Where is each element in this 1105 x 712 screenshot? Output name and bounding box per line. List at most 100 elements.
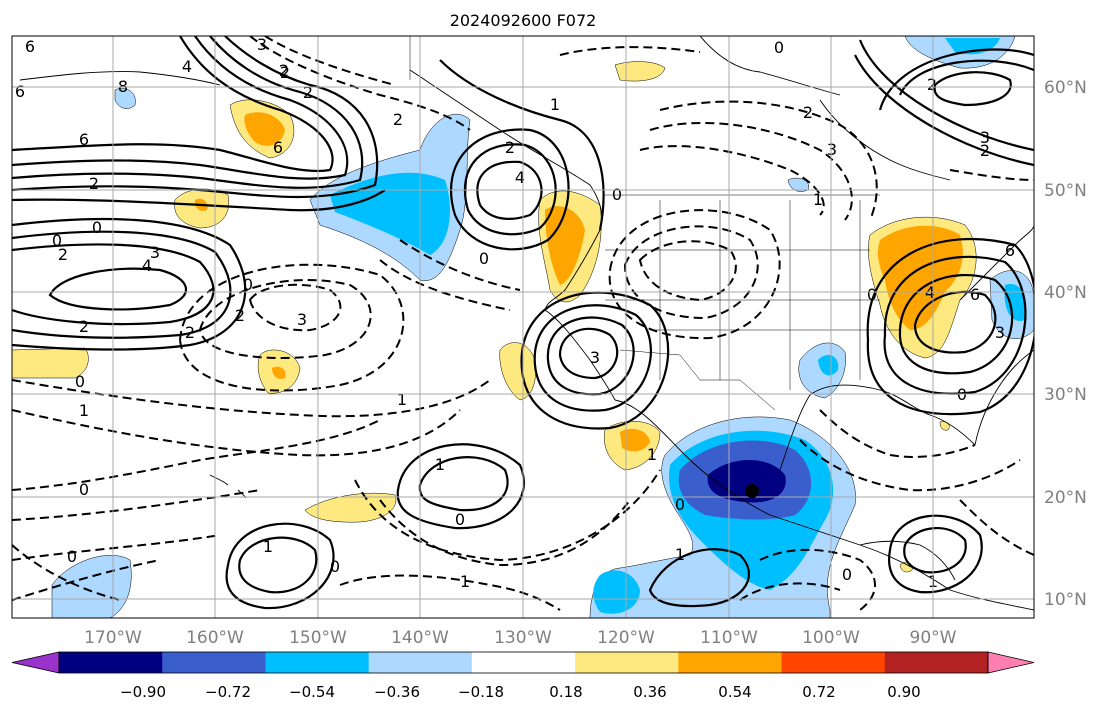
contour-label: 2 (393, 110, 403, 129)
contour-west-high-2 (12, 243, 215, 326)
lat-tick-label: 20°N (1044, 488, 1087, 508)
contour-dashed-13 (399, 239, 521, 291)
contour-topright-high-4 (858, 39, 1034, 152)
lon-tick-label: 110°W (700, 628, 758, 648)
contour-dashed-26 (819, 409, 976, 458)
contour-caribbean-high-2 (888, 514, 983, 594)
contour-label: 0 (675, 495, 685, 514)
shade-pos-central-mid (272, 366, 286, 379)
contour-label: 0 (479, 249, 489, 268)
contour-label: 6 (970, 285, 980, 304)
colorbar-segment (884, 652, 989, 673)
contour-label: 1 (813, 190, 823, 209)
contour-label: 0 (612, 185, 622, 204)
shade-neg-ne-mid (1004, 284, 1027, 321)
contour-topright-high-1 (933, 71, 1012, 107)
lon-tick-label: 100°W (802, 628, 860, 648)
coast-mexico-west (614, 399, 1034, 611)
contour-label: 3 (980, 128, 990, 147)
shade-pos-alaska-mid (244, 112, 285, 146)
colorbar-tick-label: 0.18 (549, 683, 582, 701)
contour-coast-high-4 (439, 59, 605, 231)
colorbar-segment (575, 652, 679, 673)
colorbar-labels: −0.90 −0.72 −0.54 −0.36 −0.18 0.18 0.36 … (120, 683, 921, 701)
contours-negative (12, 36, 1034, 611)
contour-label: 4 (142, 256, 152, 275)
state-lines (605, 200, 900, 390)
contour-label: 0 (842, 565, 852, 584)
colorbar-tick-label: 0.72 (802, 683, 835, 701)
figure-title: 2024092600 F072 (450, 11, 597, 30)
contour-label: 2 (235, 306, 245, 325)
coast-gulf (779, 384, 976, 471)
shade-pos-baja (499, 342, 536, 401)
contour-label: 4 (515, 168, 525, 187)
contour-dashed-7 (12, 489, 261, 521)
contour-label: 2 (185, 323, 195, 342)
map-frame (11, 35, 1035, 619)
contour-label: 1 (460, 572, 470, 591)
shade-pos-top (614, 61, 666, 82)
contour-dashed-27 (799, 439, 1021, 492)
lat-tick-label: 60°N (1044, 78, 1087, 98)
contour-cali-low-3 (533, 304, 652, 412)
contour-dashed-17 (659, 100, 878, 221)
contour-label: 6 (1005, 241, 1015, 260)
colorbar-outline (58, 651, 989, 674)
contour-alaska-high-3 (12, 36, 364, 189)
contour-label: 2 (927, 75, 937, 94)
contour-label: 2 (980, 141, 990, 160)
coast-central-america (859, 540, 956, 581)
shade-neg-small-1 (114, 88, 136, 109)
contour-label: 1 (435, 455, 445, 474)
contour-ne-high-1 (913, 290, 997, 354)
colorbar-tick-label: −0.72 (205, 683, 251, 701)
contour-label: 6 (273, 138, 283, 157)
contour-label: 2 (280, 63, 290, 82)
lat-tick-label: 50°N (1044, 181, 1087, 201)
low-center-marker (745, 484, 759, 498)
contour-dashed-29 (949, 169, 1034, 181)
contour-dashed-1 (248, 283, 342, 332)
contour-label: 0 (455, 510, 465, 529)
contour-dashed-15 (639, 145, 825, 216)
contour-label: 1 (675, 545, 685, 564)
coast-west-us (544, 229, 601, 311)
contour-label: 3 (297, 310, 307, 329)
lat-tick-labels: 60°N 50°N 40°N 30°N 20°N 10°N (1044, 78, 1087, 610)
contour-label: 2 (505, 138, 515, 157)
contour-label: 3 (827, 140, 837, 159)
coast-florida (974, 349, 1034, 446)
colorbar-tick-label: 0.36 (633, 683, 666, 701)
contour-label: 1 (263, 537, 273, 556)
contour-cali-low-4 (520, 291, 670, 430)
contour-cali-low-1 (558, 327, 619, 380)
contour-dashed-22 (249, 36, 471, 131)
lon-tick-label: 170°W (84, 628, 142, 648)
coast-canada-top (699, 36, 841, 96)
colorbar-tick-label: 0.90 (887, 683, 920, 701)
contour-ne-high-4 (866, 237, 1034, 416)
contour-dashed-20 (608, 209, 781, 340)
contour-mex-high (648, 548, 751, 608)
colorbar-tick-label: −0.90 (120, 683, 166, 701)
contour-dashed-18 (638, 240, 737, 302)
lon-tick-label: 150°W (289, 628, 347, 648)
shade-pos-mex-w-mid (620, 428, 650, 452)
contour-caribbean-high (903, 526, 967, 574)
colorbar-segment (781, 652, 886, 673)
lon-tick-label: 90°W (910, 628, 957, 648)
contour-dashed-11 (379, 499, 631, 567)
contour-label: 0 (867, 285, 877, 304)
contour-dashed-23 (264, 36, 396, 86)
contour-dashed-10 (339, 574, 561, 611)
shade-neg-mexico-core (707, 460, 786, 503)
contour-label: 0 (79, 480, 89, 499)
contour-label: 3 (995, 323, 1005, 342)
contour-label: 1 (647, 445, 657, 464)
contours-positive (12, 36, 1034, 610)
contour-label: 0 (67, 547, 77, 566)
colorbar-segment (678, 652, 783, 673)
shade-pos-tropical (304, 492, 397, 523)
